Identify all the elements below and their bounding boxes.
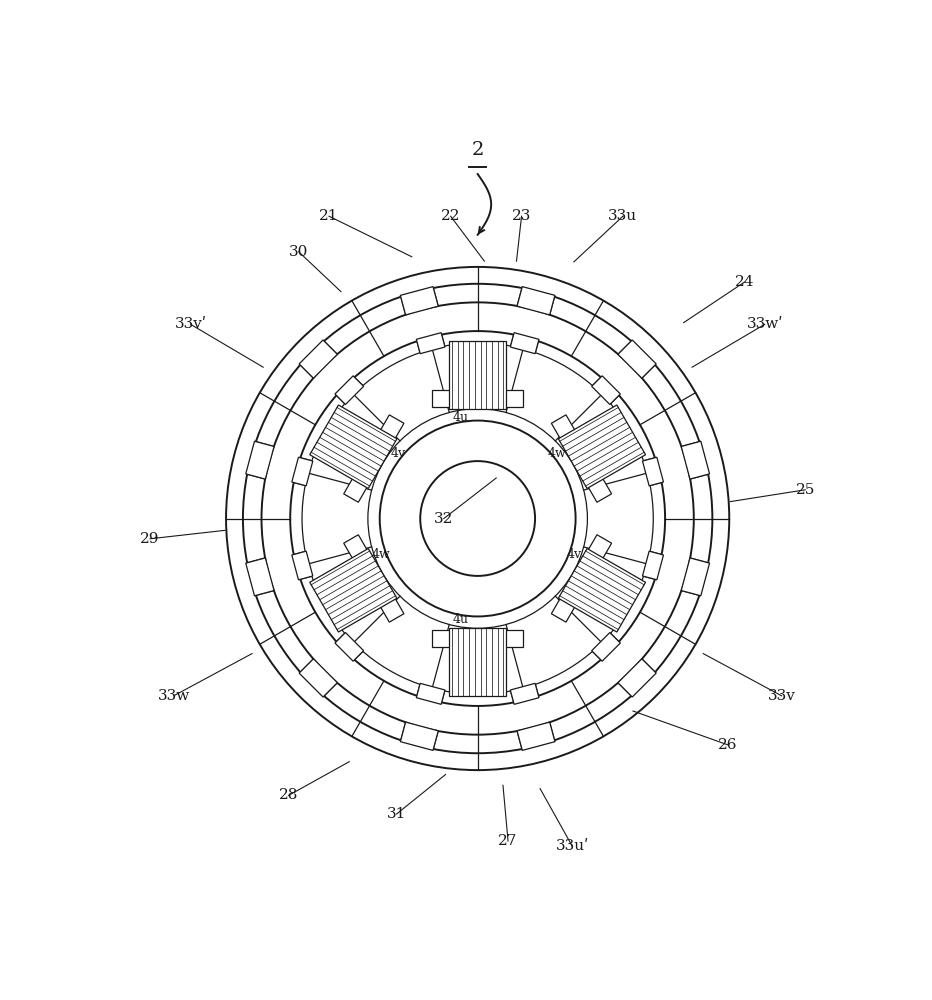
- Polygon shape: [401, 722, 438, 750]
- Polygon shape: [592, 376, 621, 404]
- Polygon shape: [618, 659, 656, 697]
- Text: 24: 24: [734, 275, 754, 289]
- Text: 31: 31: [387, 807, 406, 821]
- Polygon shape: [335, 376, 363, 404]
- Polygon shape: [292, 457, 313, 486]
- Polygon shape: [449, 341, 506, 409]
- Text: 33w: 33w: [158, 689, 190, 703]
- Polygon shape: [558, 405, 646, 488]
- Polygon shape: [335, 633, 363, 661]
- Text: 28: 28: [279, 788, 298, 802]
- Polygon shape: [246, 558, 274, 596]
- Text: 4v: 4v: [391, 447, 406, 460]
- Text: 26: 26: [718, 738, 737, 752]
- Polygon shape: [681, 441, 709, 479]
- Polygon shape: [511, 683, 539, 704]
- Polygon shape: [432, 630, 523, 694]
- Polygon shape: [511, 333, 539, 354]
- Polygon shape: [517, 287, 555, 315]
- Polygon shape: [299, 340, 337, 378]
- Polygon shape: [309, 405, 397, 488]
- Polygon shape: [309, 549, 397, 632]
- Polygon shape: [517, 722, 555, 750]
- Polygon shape: [299, 659, 337, 697]
- Polygon shape: [292, 551, 313, 580]
- Text: 4u: 4u: [453, 411, 469, 424]
- Polygon shape: [552, 413, 640, 502]
- Text: 33wʹ: 33wʹ: [747, 317, 783, 331]
- Polygon shape: [246, 441, 274, 479]
- Text: 2: 2: [472, 141, 484, 159]
- Polygon shape: [417, 333, 445, 354]
- Text: 32: 32: [434, 512, 454, 526]
- Polygon shape: [642, 551, 664, 580]
- Text: 33vʹ: 33vʹ: [174, 317, 207, 331]
- Text: 4u: 4u: [453, 613, 469, 626]
- Text: 23: 23: [512, 209, 531, 223]
- Text: 22: 22: [441, 209, 460, 223]
- Text: 29: 29: [141, 532, 159, 546]
- Text: 30: 30: [289, 245, 308, 259]
- Polygon shape: [642, 457, 664, 486]
- Text: 4w: 4w: [548, 447, 567, 460]
- Polygon shape: [401, 287, 438, 315]
- Polygon shape: [558, 549, 646, 632]
- Text: 33v: 33v: [768, 689, 796, 703]
- Text: 4v: 4v: [567, 548, 582, 561]
- Polygon shape: [315, 535, 404, 624]
- Polygon shape: [417, 683, 445, 704]
- Text: 21: 21: [320, 209, 339, 223]
- Polygon shape: [432, 343, 523, 407]
- Polygon shape: [618, 340, 656, 378]
- Polygon shape: [681, 558, 709, 596]
- Polygon shape: [592, 633, 621, 661]
- Text: 25: 25: [796, 483, 815, 497]
- Text: 33uʹ: 33uʹ: [555, 839, 589, 853]
- Polygon shape: [315, 413, 404, 502]
- Text: 33u: 33u: [609, 209, 637, 223]
- Text: 27: 27: [499, 834, 518, 848]
- Polygon shape: [449, 628, 506, 696]
- Polygon shape: [552, 535, 640, 624]
- Text: 4w: 4w: [372, 548, 391, 561]
